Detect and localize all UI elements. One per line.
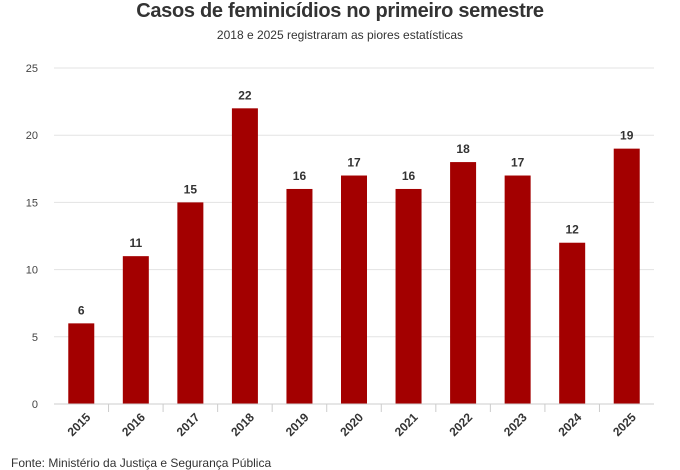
data-label-2022: 18 bbox=[456, 142, 470, 156]
bar-2016 bbox=[122, 256, 149, 404]
data-label-2015: 6 bbox=[78, 303, 85, 317]
y-axis: 0 5 10 15 20 25 bbox=[26, 63, 38, 411]
y-tick-label: 0 bbox=[32, 399, 38, 411]
bar-2023 bbox=[504, 175, 531, 404]
bar-2017 bbox=[177, 202, 204, 404]
bar-2020 bbox=[341, 175, 367, 404]
bar-2019 bbox=[286, 188, 313, 404]
data-label-2023: 17 bbox=[511, 156, 525, 170]
data-label-2017: 15 bbox=[184, 182, 198, 196]
chart-title: Casos de feminicídios no primeiro semest… bbox=[136, 0, 544, 22]
y-tick-label: 15 bbox=[26, 197, 38, 209]
data-label-2018: 22 bbox=[238, 88, 252, 102]
bar-2024 bbox=[559, 242, 586, 404]
x-tick-label-2020: 2020 bbox=[337, 410, 366, 439]
x-tick-label-2018: 2018 bbox=[228, 410, 257, 439]
data-labels: 6 11 15 22 16 17 16 18 17 12 19 bbox=[78, 88, 634, 317]
x-tick-label-2015: 2015 bbox=[65, 410, 94, 439]
data-label-2020: 17 bbox=[347, 156, 361, 170]
data-label-2025: 19 bbox=[620, 129, 634, 143]
y-tick-label: 5 bbox=[32, 332, 38, 344]
x-tick-label-2024: 2024 bbox=[556, 410, 585, 439]
data-label-2021: 16 bbox=[402, 169, 416, 183]
data-label-2019: 16 bbox=[293, 169, 307, 183]
bars bbox=[68, 108, 640, 404]
x-tick-label-2025: 2025 bbox=[610, 410, 639, 439]
bar-2015 bbox=[68, 323, 95, 404]
x-tick-label-2023: 2023 bbox=[501, 410, 530, 439]
bar-2021 bbox=[395, 188, 422, 404]
x-tick-label-2022: 2022 bbox=[446, 410, 475, 439]
y-tick-label: 10 bbox=[26, 265, 38, 277]
source-note: Fonte: Ministério da Justiça e Segurança… bbox=[11, 456, 272, 470]
x-tick-label-2021: 2021 bbox=[392, 410, 421, 439]
x-axis: 2015 2016 2017 2018 2019 2020 2021 2022 2023 2024… bbox=[54, 403, 654, 439]
chart-subtitle: 2018 e 2025 registraram as piores estatí… bbox=[216, 28, 464, 42]
x-tick-label-2016: 2016 bbox=[119, 410, 148, 439]
data-label-2016: 11 bbox=[129, 236, 142, 250]
bar-2018 bbox=[231, 108, 258, 404]
x-tick-label-2019: 2019 bbox=[283, 410, 312, 439]
bar-2025 bbox=[613, 148, 640, 404]
x-tick-label-2017: 2017 bbox=[174, 410, 203, 439]
y-tick-label: 20 bbox=[26, 130, 38, 142]
data-label-2024: 12 bbox=[566, 223, 580, 237]
bar-2022 bbox=[450, 162, 477, 404]
y-tick-label: 25 bbox=[26, 63, 38, 75]
